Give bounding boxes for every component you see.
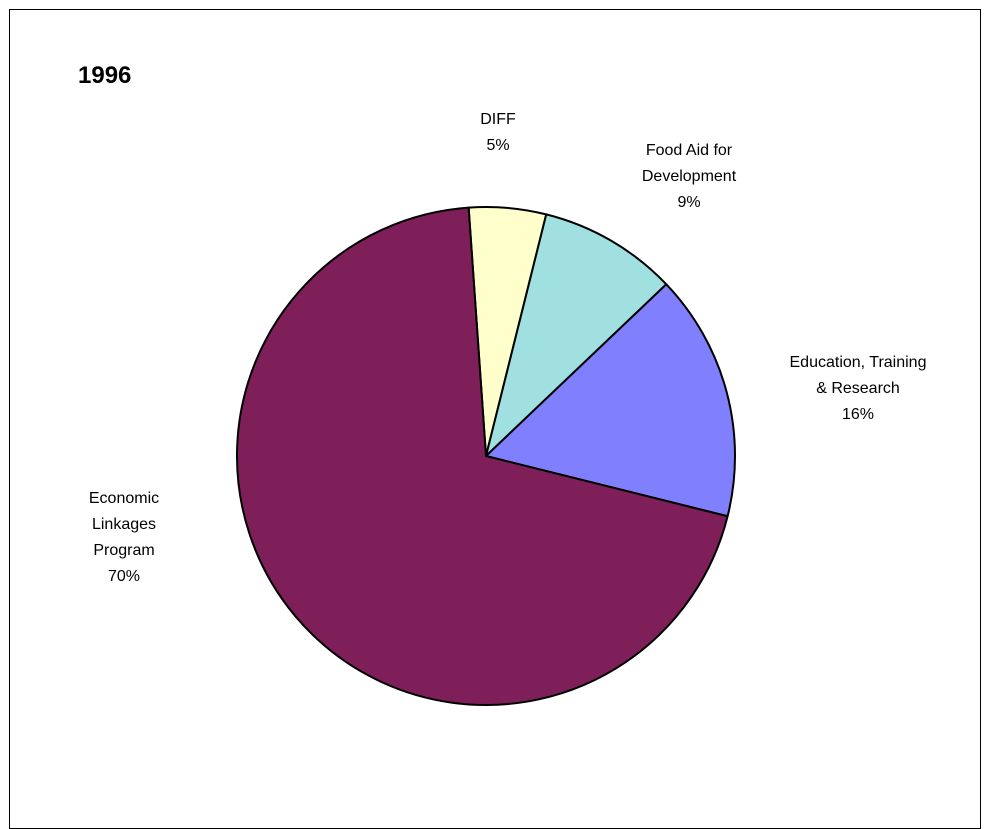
- slice-name-line: Economic: [89, 490, 159, 507]
- pie-slice-food-aid: [485, 213, 668, 457]
- slice-value-label: 16%: [842, 406, 874, 423]
- pie-labels: DIFF 5% Food Aid for Development 9% Education…: [89, 111, 927, 585]
- slice-name-line: Development: [642, 168, 737, 185]
- slice-value-label: 9%: [677, 194, 700, 211]
- slice-name-line: Program: [93, 542, 154, 559]
- chart-title: 1996: [78, 62, 132, 89]
- slice-value-label: 5%: [486, 137, 509, 154]
- pie-slice-education: [485, 283, 736, 518]
- slice-label-diff: DIFF 5%: [480, 111, 516, 154]
- slice-name-line: & Research: [816, 380, 900, 397]
- pie-slice-economic-linkages: [236, 206, 729, 706]
- slice-label-economic-linkages: Economic Linkages Program 70%: [89, 490, 159, 585]
- slice-name-line: DIFF: [480, 111, 516, 128]
- slice-label-food-aid: Food Aid for Development 9%: [642, 142, 737, 211]
- slice-name-line: Education, Training: [790, 354, 927, 371]
- slice-name-line: Linkages: [92, 516, 156, 533]
- pie-slices: [236, 206, 736, 706]
- slice-value-label: 70%: [108, 568, 140, 585]
- slice-label-education: Education, Training & Research 16%: [790, 354, 927, 423]
- slice-name-line: Food Aid for: [646, 142, 733, 159]
